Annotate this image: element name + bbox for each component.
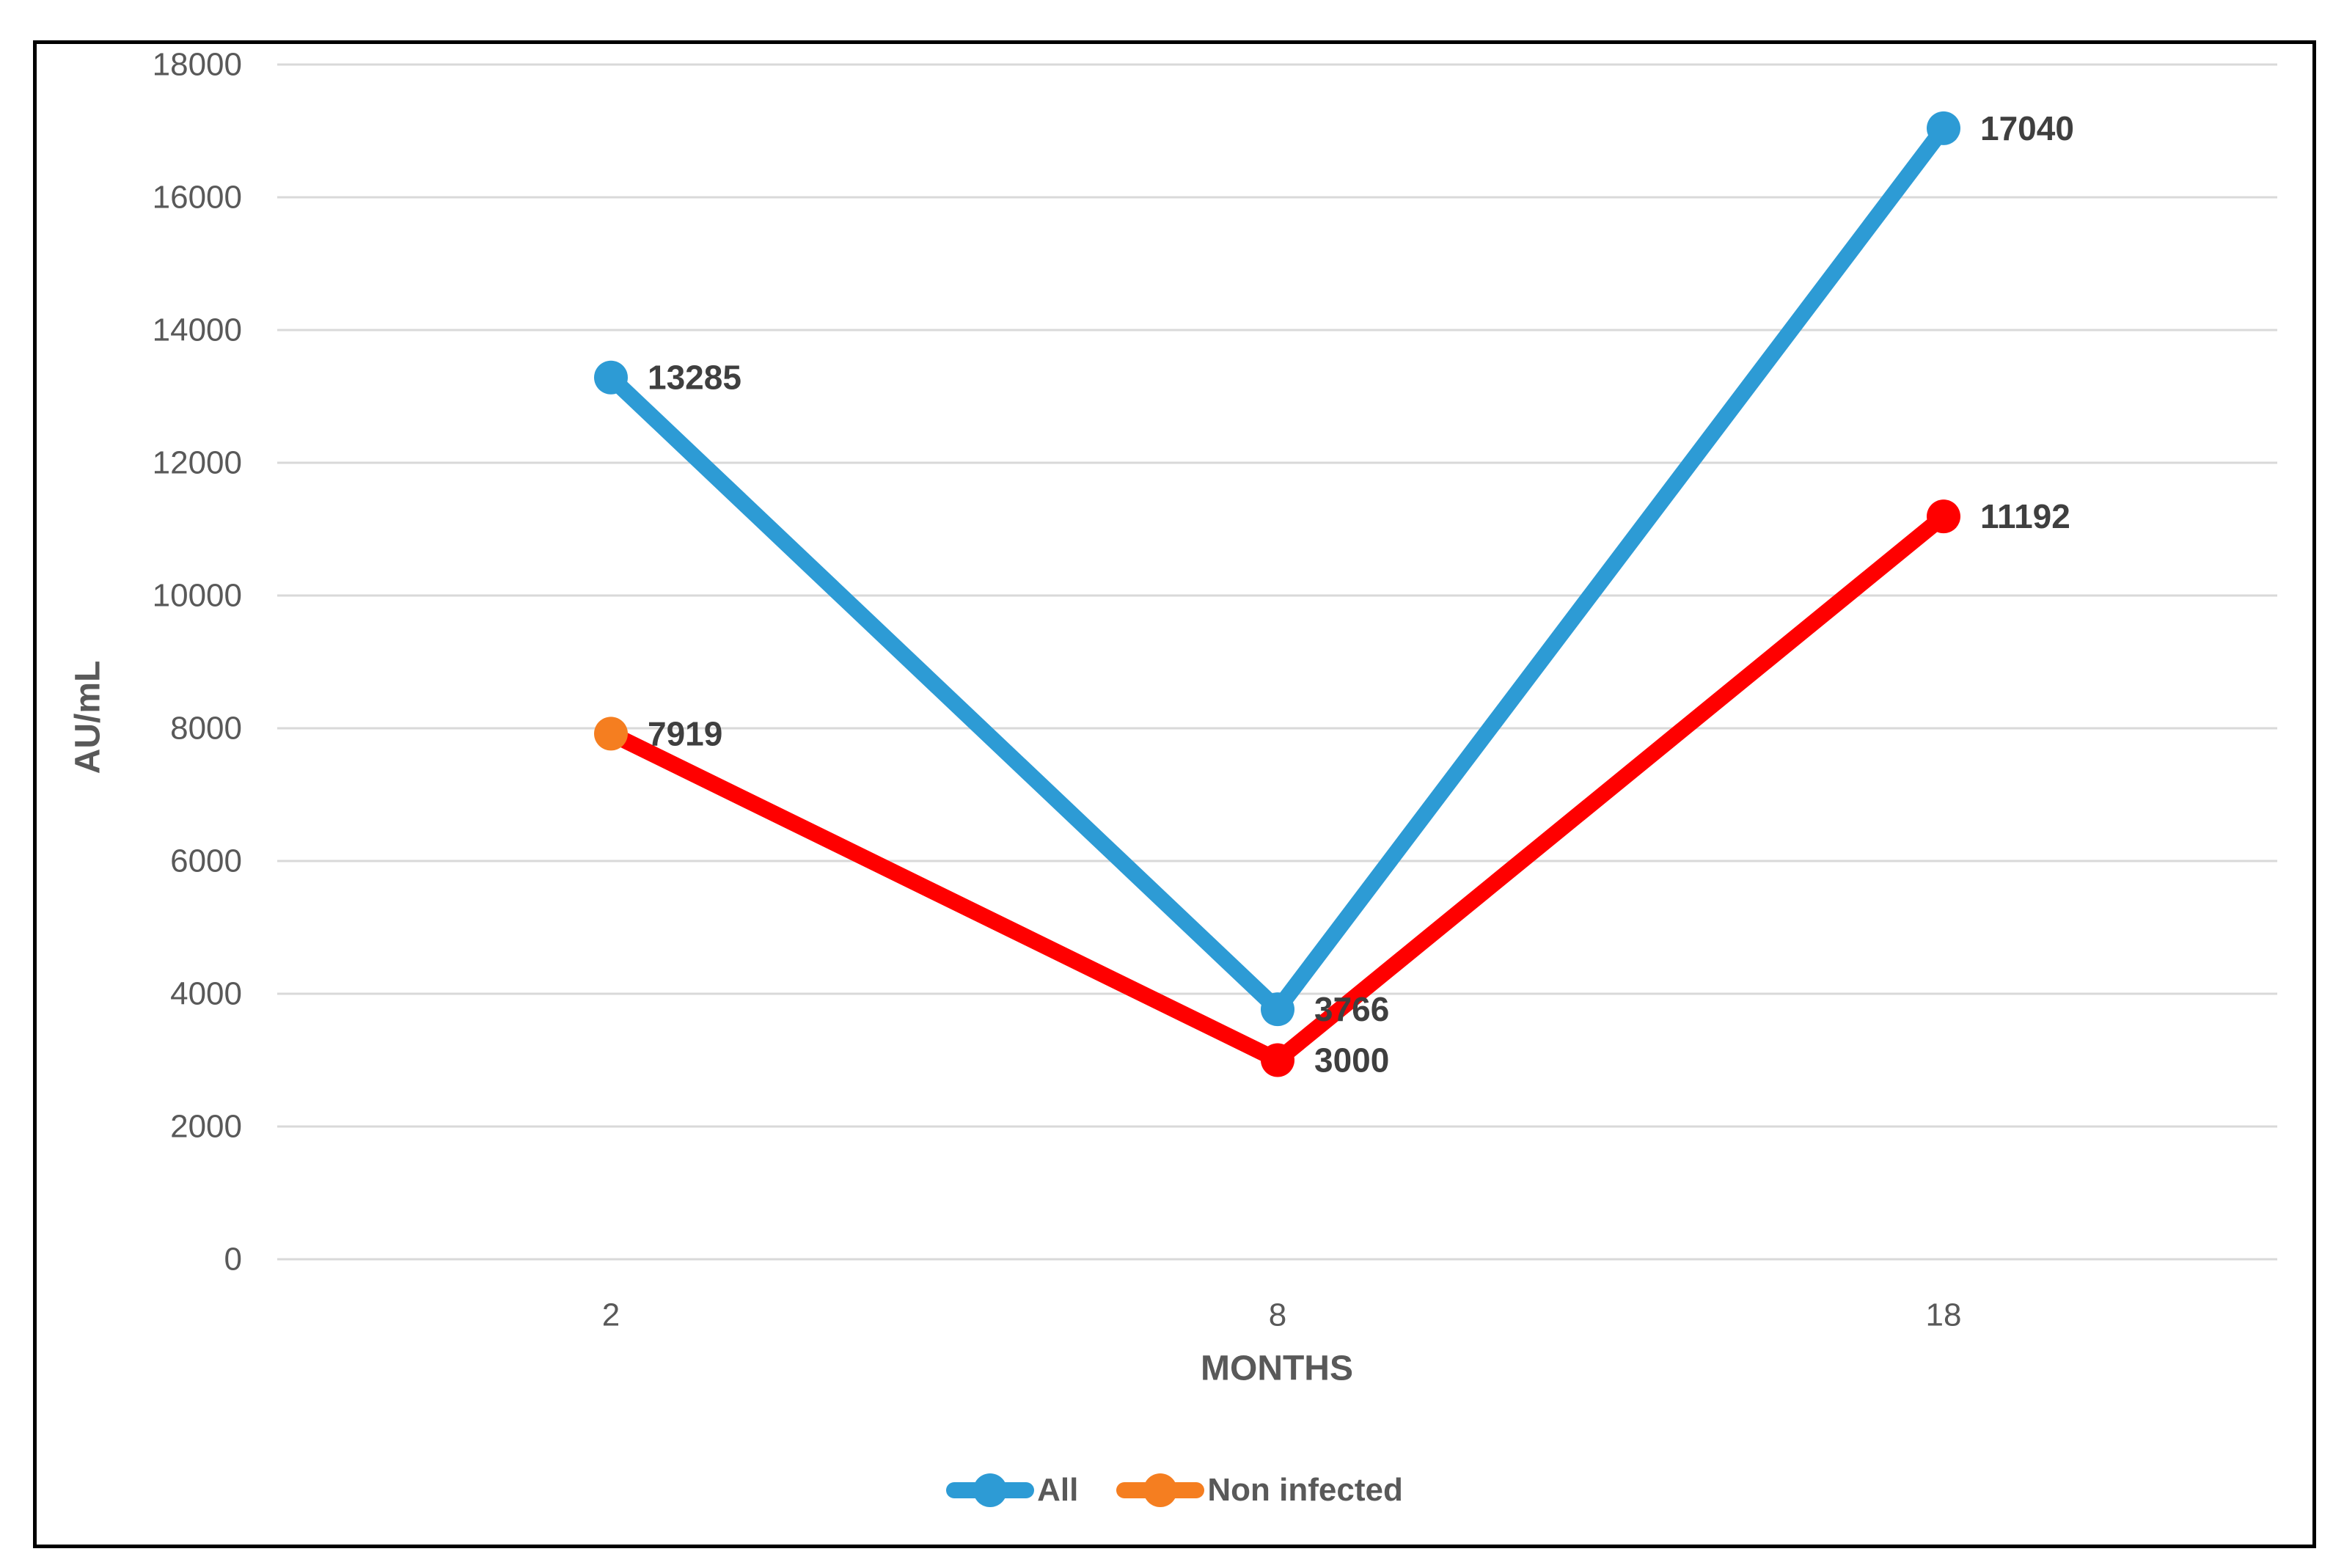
x-axis-tick-label: 2 (602, 1297, 620, 1333)
y-axis-tick-label: 18000 (153, 47, 242, 83)
x-axis-tick-label: 18 (1926, 1297, 1962, 1333)
data-point-marker (1927, 111, 1960, 145)
series-line-all (603, 120, 1952, 1018)
legend-item-all: All (946, 1468, 1078, 1512)
legend-marker-all-icon (946, 1468, 1035, 1512)
legend-dot-all (973, 1473, 1008, 1507)
chart-frame (33, 40, 2316, 1548)
y-axis-tick-label: 10000 (153, 578, 242, 614)
chart-legend: All Non infected (33, 1468, 2316, 1512)
data-point-marker (1927, 499, 1960, 534)
data-point-label: 11192 (1980, 497, 2070, 535)
y-axis-tick-label: 2000 (170, 1109, 242, 1145)
legend-label-non-infected: Non infected (1207, 1472, 1403, 1508)
data-point-label: 17040 (1980, 109, 2074, 147)
x-axis-title: MONTHS (1201, 1349, 1353, 1388)
y-axis-tick-label: 14000 (153, 312, 242, 348)
data-point-label: 13285 (648, 359, 741, 397)
legend-item-non-infected: Non infected (1116, 1468, 1403, 1512)
data-point-marker (1261, 1043, 1294, 1077)
y-axis-tick-label: 4000 (170, 976, 242, 1012)
y-axis-title: AU/mL (69, 661, 108, 774)
data-point-label: 3766 (1314, 990, 1389, 1028)
series-line-non-infected (603, 508, 1952, 1069)
y-axis-tick-label: 8000 (170, 711, 242, 747)
data-point-marker (1261, 992, 1294, 1027)
y-axis-tick-label: 6000 (170, 843, 242, 879)
y-axis-tick-label: 0 (224, 1242, 242, 1278)
x-axis-tick-label: 8 (1269, 1297, 1286, 1333)
data-point-marker (594, 360, 628, 395)
data-point-marker (594, 717, 628, 751)
y-axis-tick-label: 12000 (153, 445, 242, 481)
data-point-label: 3000 (1314, 1041, 1389, 1080)
legend-label-all: All (1037, 1472, 1079, 1508)
legend-marker-non-infected-icon (1116, 1468, 1205, 1512)
y-axis-tick-label: 16000 (153, 180, 242, 216)
legend-dot-non-infected (1143, 1473, 1178, 1507)
data-point-label: 7919 (648, 714, 722, 752)
